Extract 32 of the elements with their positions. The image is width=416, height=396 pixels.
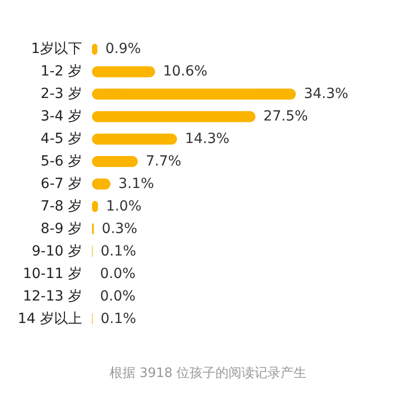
bar [92, 156, 138, 168]
y-tick-label: 1岁以下 [31, 41, 82, 58]
data-label: 0.0% [100, 266, 136, 282]
y-tick-label: 10-11 岁 [22, 266, 82, 282]
data-label: 0.9% [105, 41, 141, 58]
y-tick-label: 1-2 岁 [40, 64, 82, 80]
data-label: 1.0% [106, 198, 142, 214]
data-label: 0.3% [102, 220, 138, 237]
data-label: 3.1% [118, 176, 154, 192]
data-label: 0.0% [100, 288, 136, 304]
y-tick-label: 5-6 岁 [40, 154, 82, 170]
data-label: 0.1% [100, 310, 136, 327]
y-tick-label: 9-10 岁 [32, 243, 82, 260]
y-tick-label: 14 岁以上 [18, 310, 82, 327]
y-tick-label: 3-4 岁 [40, 108, 82, 125]
data-label: 0.1% [100, 243, 136, 260]
y-tick-label: 4-5 岁 [40, 131, 82, 148]
data-label: 14.3% [184, 131, 230, 148]
y-tick-label: 6-7 岁 [40, 176, 82, 192]
y-tick-label: 2-3 岁 [40, 86, 82, 102]
text: 根据 3918 位孩子的阅读记录产生 [109, 366, 307, 381]
y-tick-label: 12-13 岁 [22, 288, 82, 304]
data-label: 10.6% [162, 64, 208, 80]
data-label: 34.3% [304, 86, 348, 102]
y-tick-label: 7-8 岁 [40, 198, 82, 214]
bar [92, 88, 296, 100]
y-tick-label: 8-9 岁 [40, 220, 82, 237]
bar [92, 66, 155, 78]
data-label: 27.5% [263, 108, 308, 125]
bar [92, 134, 177, 145]
bar [92, 111, 256, 122]
data-label: 7.7% [146, 154, 182, 170]
